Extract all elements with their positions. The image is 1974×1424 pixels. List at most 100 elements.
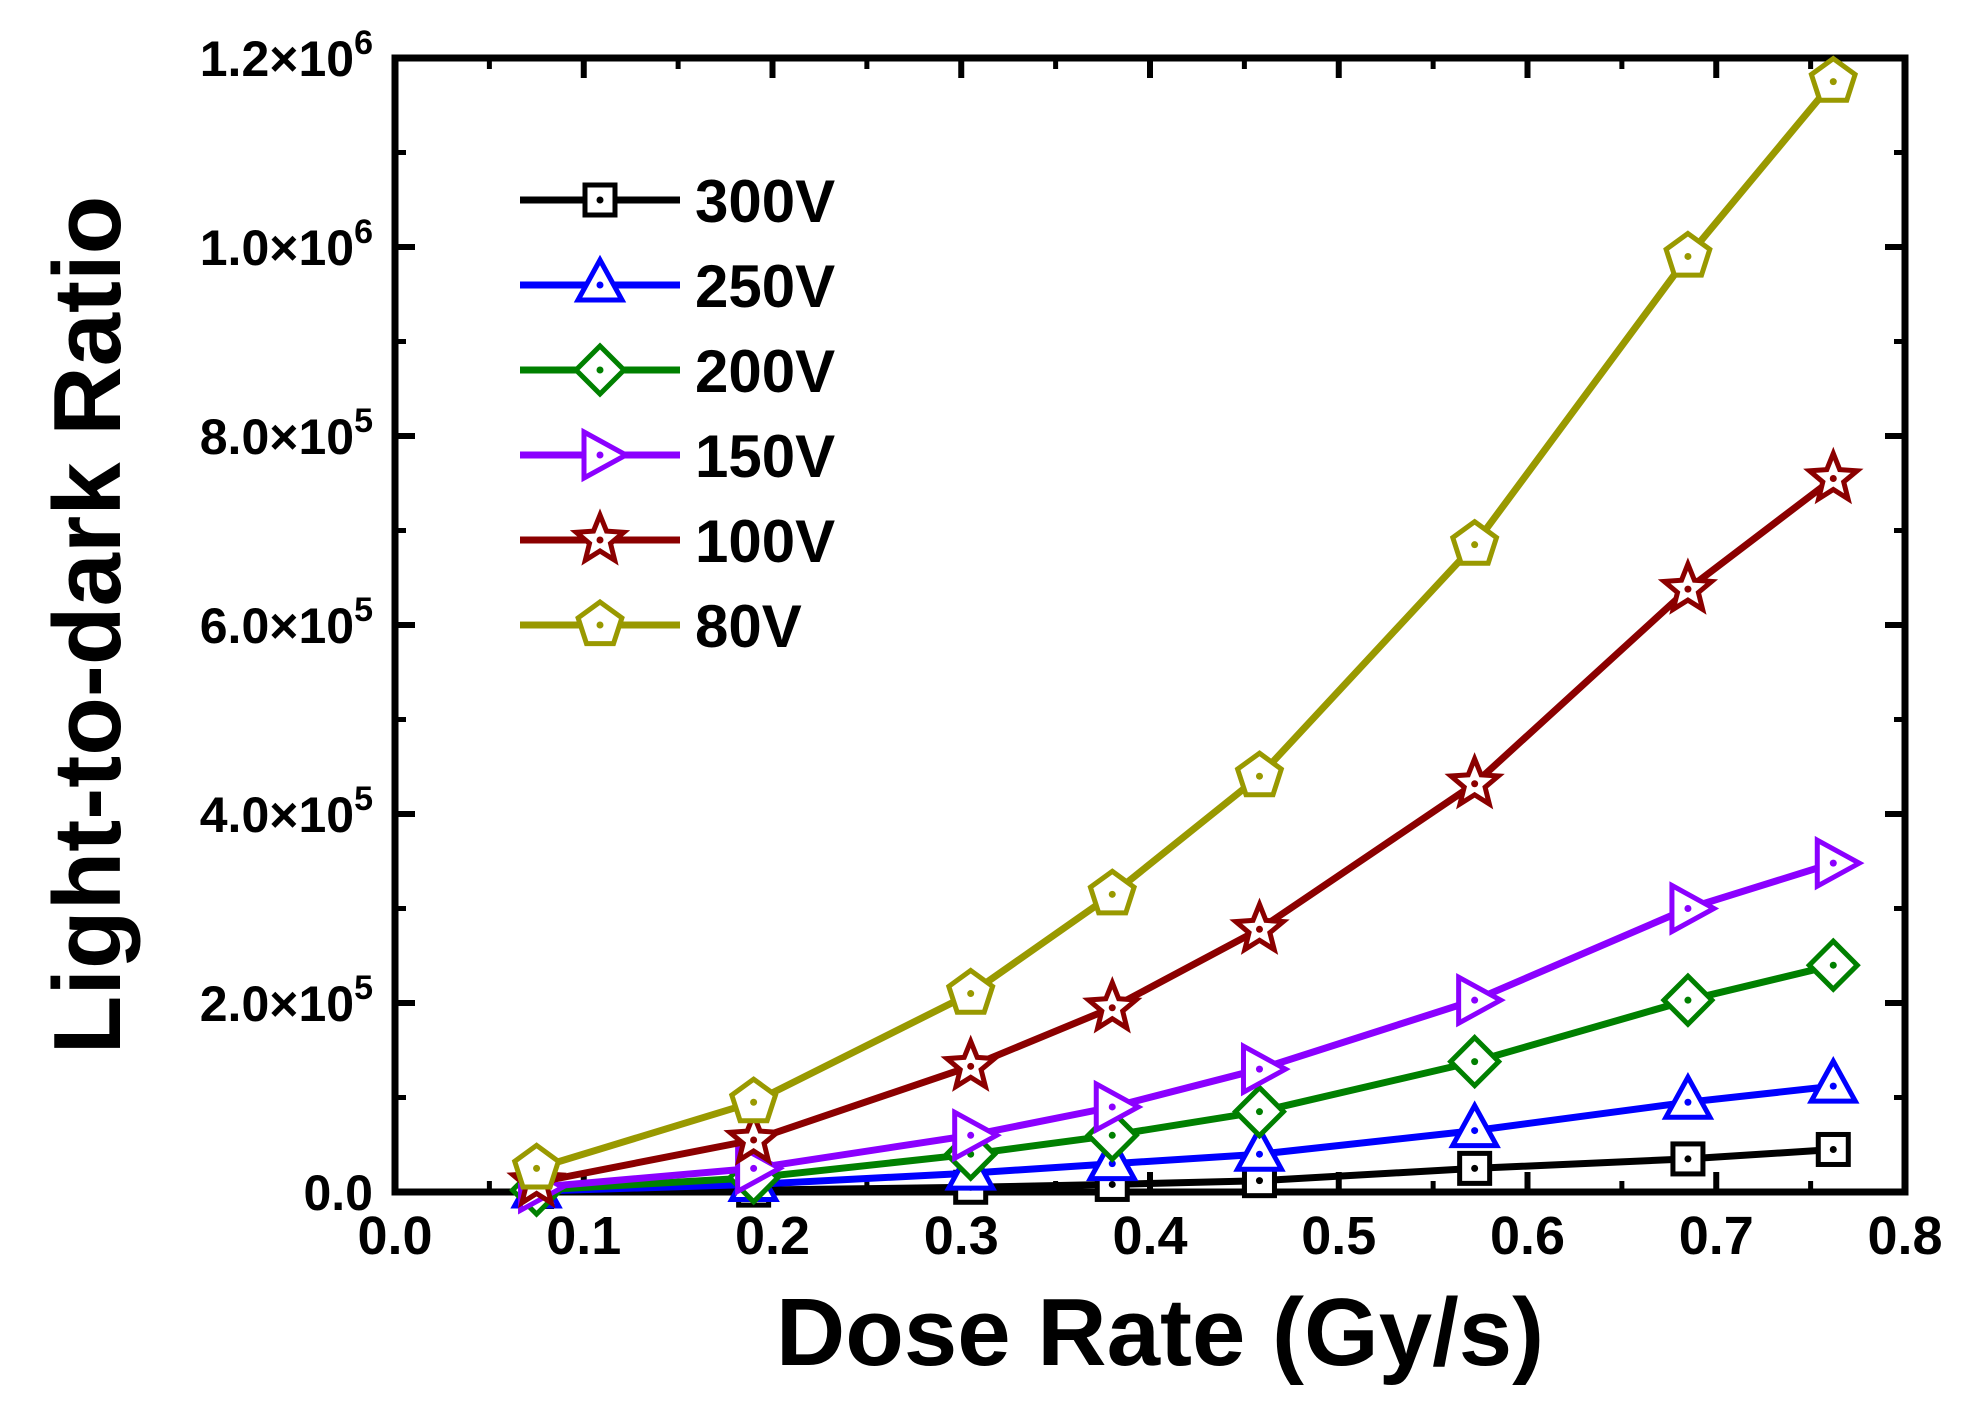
marker-center-dot xyxy=(1471,1164,1479,1172)
data-point xyxy=(1669,881,1720,936)
marker-center-dot xyxy=(1684,905,1692,912)
data-point xyxy=(511,1142,562,1190)
data-point xyxy=(1660,972,1716,1028)
marker-center-dot xyxy=(1829,475,1837,483)
y-tick-label: 6.0×105 xyxy=(200,591,373,654)
y-tick-label: 1.2×106 xyxy=(200,24,373,87)
series-line-100V xyxy=(535,475,1836,1186)
data-point xyxy=(1814,835,1865,891)
marker-center-dot xyxy=(596,536,604,544)
marker-center-dot xyxy=(750,1098,758,1106)
marker-center-dot xyxy=(1108,1160,1116,1168)
marker-triangle-right xyxy=(952,1108,1002,1163)
legend-item-150V: 150V xyxy=(520,423,835,490)
marker-center-dot xyxy=(1829,1145,1837,1153)
legend-item-80V: 80V xyxy=(520,593,802,660)
data-point xyxy=(1456,972,1506,1028)
data-point xyxy=(1231,1084,1288,1140)
data-point xyxy=(940,1034,1001,1092)
legend-item-300V: 300V xyxy=(520,168,835,235)
marker-triangle-up xyxy=(1661,1072,1715,1120)
marker-center-dot xyxy=(1255,1108,1263,1116)
legend-label: 100V xyxy=(695,508,835,575)
marker-triangle-right xyxy=(1669,881,1720,936)
series-line-250V xyxy=(536,1082,1834,1195)
y-tick-label: 2.0×105 xyxy=(200,969,373,1032)
marker-triangle-right xyxy=(1093,1079,1144,1135)
series-150V xyxy=(518,835,1865,1215)
data-point xyxy=(1815,1131,1851,1167)
y-tick-label: 4.0×105 xyxy=(200,780,373,843)
legend-item-250V: 250V xyxy=(520,253,835,320)
data-point xyxy=(1657,557,1719,615)
marker-center-dot xyxy=(1684,996,1692,1004)
data-point xyxy=(945,967,996,1015)
marker-center-dot xyxy=(533,1164,541,1172)
legend-label: 80V xyxy=(695,593,802,660)
marker-triangle-right xyxy=(1240,1041,1291,1097)
marker-triangle-right xyxy=(1456,972,1506,1028)
marker-center-dot xyxy=(1255,1150,1263,1158)
marker-center-dot xyxy=(1108,1131,1116,1139)
y-axis-label: Light-to-dark Ratio xyxy=(34,196,141,1055)
marker-triangle-up xyxy=(1448,1100,1501,1149)
data-point xyxy=(1234,750,1285,798)
data-point xyxy=(1093,1079,1144,1135)
marker-center-dot xyxy=(1255,1065,1263,1073)
series-group xyxy=(506,55,1865,1218)
marker-center-dot xyxy=(1471,780,1479,788)
marker-center-dot xyxy=(596,281,604,289)
marker-center-dot xyxy=(1255,772,1263,780)
x-tick-label: 0.5 xyxy=(1301,1206,1376,1266)
legend-label: 250V xyxy=(695,253,835,320)
series-line-300V xyxy=(536,1146,1834,1195)
data-point xyxy=(728,1076,779,1124)
y-tick-label: 0.0 xyxy=(303,1165,373,1221)
marker-center-dot xyxy=(1108,1004,1116,1012)
marker-center-dot xyxy=(1829,78,1837,86)
data-point xyxy=(1229,897,1290,955)
marker-triangle-up xyxy=(573,254,627,303)
series-80V xyxy=(511,55,1859,1190)
marker-center-dot xyxy=(1684,585,1692,593)
x-tick-label: 0.2 xyxy=(735,1206,810,1266)
marker-center-dot xyxy=(1255,1177,1263,1185)
series-100V xyxy=(506,446,1864,1209)
marker-center-dot xyxy=(1471,1127,1479,1135)
data-point xyxy=(1240,1041,1291,1097)
legend-label: 200V xyxy=(695,338,835,405)
data-point xyxy=(1807,1055,1860,1104)
marker-center-dot xyxy=(1829,961,1837,969)
data-point xyxy=(1803,446,1864,505)
x-tick-label: 0.6 xyxy=(1490,1206,1565,1266)
marker-center-dot xyxy=(967,1131,975,1139)
data-point xyxy=(952,1108,1002,1163)
marker-center-dot xyxy=(596,366,604,374)
x-tick-label: 0.8 xyxy=(1867,1206,1942,1266)
data-point xyxy=(1233,1124,1286,1172)
data-point xyxy=(1661,1072,1715,1120)
legend-item-100V: 100V xyxy=(520,508,835,575)
data-point xyxy=(1808,55,1859,103)
marker-center-dot xyxy=(1471,996,1479,1004)
x-tick-label: 0.0 xyxy=(357,1206,432,1266)
legend-item-200V: 200V xyxy=(520,338,835,405)
marker-center-dot xyxy=(1684,1098,1692,1106)
y-tick-label: 1.0×106 xyxy=(200,213,373,276)
series-line-150V xyxy=(536,859,1835,1191)
data-point xyxy=(1457,1150,1493,1186)
marker-center-dot xyxy=(1471,541,1479,549)
marker-center-dot xyxy=(1255,925,1263,933)
data-point xyxy=(1087,868,1138,916)
marker-center-dot xyxy=(750,1164,758,1172)
marker-center-dot xyxy=(1471,1058,1479,1066)
marker-triangle-right xyxy=(581,427,632,483)
marker-triangle-up xyxy=(1807,1055,1860,1104)
series-line-200V xyxy=(536,961,1835,1194)
x-tick-label: 0.1 xyxy=(546,1206,621,1266)
marker-center-dot xyxy=(1108,1180,1116,1188)
y-tick-label: 8.0×105 xyxy=(200,402,373,465)
marker-center-dot xyxy=(750,1136,758,1144)
